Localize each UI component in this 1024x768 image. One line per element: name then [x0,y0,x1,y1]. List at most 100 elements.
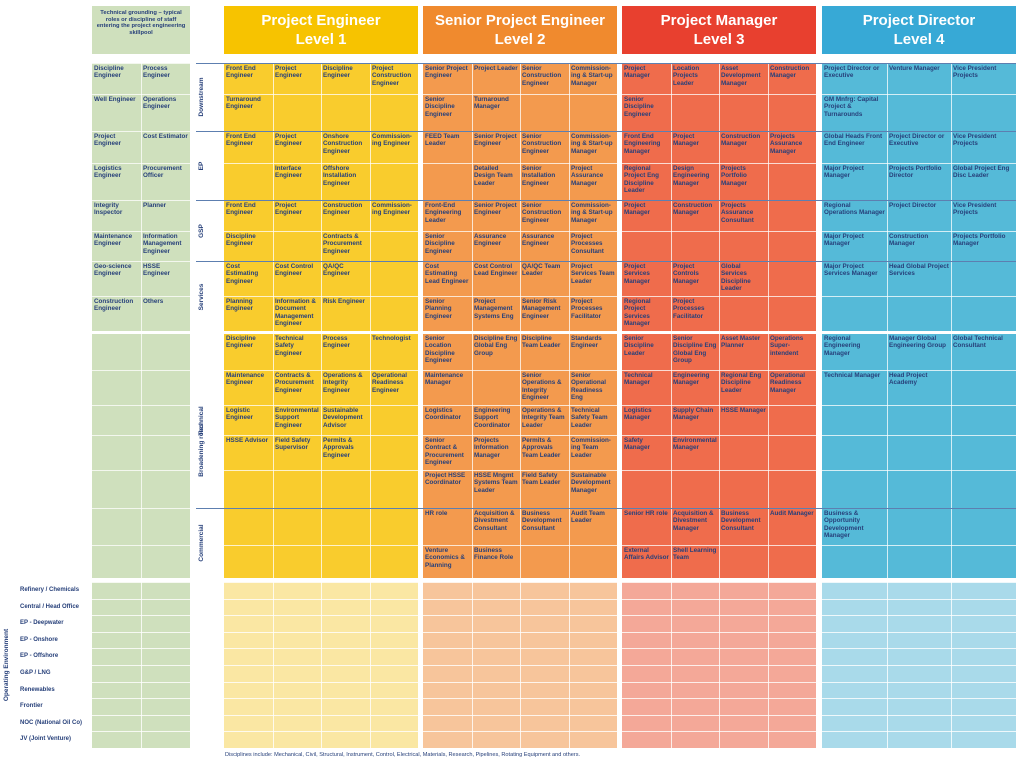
env-grid-col-line [273,582,274,748]
role-cell: Technologist [372,335,411,342]
environment-label: EP - Deepwater [20,620,64,626]
grounding-role: Geo-science Engineer [94,263,132,278]
grounding-role: HSSE Engineer [143,263,170,278]
env-grid-row-line [92,748,190,749]
role-cell: HSSE Manager [721,407,766,414]
role-cell: Manager Global Engineering Group [889,335,947,350]
role-cell: Regional Project Services Manager [624,298,651,327]
group-label-downstream: Downstream [198,77,205,117]
role-cell: Information & Document Management Engine… [275,298,316,327]
env-grid-col-line [951,582,952,748]
environment-label: Frontier [20,703,43,709]
role-cell: QA/QC Engineer [323,263,350,278]
role-cell: Global Heads Front End Engineer [824,133,883,148]
grid-row-line [822,470,1016,471]
role-cell: Senior Planning Engineer [425,298,452,320]
role-cell: Logistic Engineer [226,407,253,422]
role-cell: Discipline Engineer [226,233,256,248]
grid-row-line [92,578,190,579]
role-cell: Standards Engineer [571,335,602,350]
role-cell: Project Leader [474,65,518,72]
level-header-3: Project Manager Level 3 [622,6,816,54]
group-label-services: Services [198,283,205,311]
role-cell: Audit Team Leader [571,510,605,525]
group-divider [196,200,1016,201]
role-cell: Commission-ing Engineer [372,202,412,217]
role-cell: Permits & Approvals Team Leader [522,437,561,459]
role-cell: Project Engineer [275,202,302,217]
grid-row-line [622,578,816,579]
level-title: Senior Project Engineer [434,12,606,29]
group-divider [196,261,1016,262]
role-cell: Contracts & Procurement Engineer [275,372,314,394]
grid-row-line [822,435,1016,436]
env-grid-col-line [671,582,672,748]
role-cell: Assurance Engineer [474,233,507,248]
role-cell: Senior Contract & Procurement Engineer [425,437,464,466]
role-cell: Global Services Discipline Leader [721,263,751,292]
grounding-role: Discipline Engineer [94,65,124,80]
role-cell: Project Manager [624,202,650,217]
grounding-role: Logistics Engineer [94,165,122,180]
env-grid-row-line [822,582,1016,583]
role-cell: HSSE Mngmt Systems Team Leader [474,472,518,494]
role-cell: Projects Portfolio Manager [721,165,747,187]
grid-col-line [520,63,521,578]
level-number: Level 1 [295,31,347,48]
role-cell: Senior Discipline Leader [624,335,654,357]
group-divider [196,131,1016,132]
role-cell: Project HSSE Coordinator [425,472,466,487]
level-title: Project Manager [660,12,778,29]
role-cell: Construction Manager [889,233,929,248]
env-grid-row-line [822,599,1016,600]
role-cell: Operational Readiness Manager [770,372,805,394]
grid-row-line [423,578,617,579]
role-cell: Business Development Consultant [522,510,562,532]
role-cell: Commission-ing Team Leader [571,437,611,459]
grounding-role: Information Management Engineer [143,233,182,255]
role-cell: Project Construction Engineer [372,65,412,87]
group-label-commercial: Commercial [198,524,205,562]
intro-box [92,6,190,54]
env-grid-row-line [224,748,418,749]
role-cell: Senior Construction Engineer [522,133,562,155]
broadening-divider [92,331,1016,334]
role-cell: Maintenance Manager [425,372,464,387]
role-cell: Project Engineer [275,65,302,80]
role-cell: Location Projects Leader [673,65,700,87]
role-cell: Venture Economics & Planning [425,547,465,569]
level-header-1: Project Engineer Level 1 [224,6,418,54]
env-grid-col-line [569,582,570,748]
role-cell: Commission-ing & Start-up Manager [571,202,613,224]
role-cell: Environmental Manager [673,437,717,452]
role-cell: Projects Portfolio Manager [953,233,1006,248]
grid-row-line [822,231,1016,232]
env-grid-col-line [141,582,142,748]
role-cell: Senior Project Engineer [474,133,517,148]
role-cell: Global Project Eng Disc Leader [953,165,1010,180]
grid-row-line [224,578,418,579]
environment-label: Refinery / Chemicals [20,587,80,593]
role-cell: Front End Engineer [226,133,256,148]
env-grid-col-line [887,582,888,748]
env-grid-row-line [822,748,1016,749]
role-cell: Business & Opportunity Development Manag… [824,510,864,539]
role-cell: Logistics Manager [624,407,652,422]
level-number: Level 4 [893,31,945,48]
role-cell: Project Processes Consultant [571,233,604,255]
role-cell: Senior Discipline Engineer [425,96,455,118]
role-cell: Contracts & Procurement Engineer [323,233,362,255]
role-cell: Project Assurance Manager [571,165,604,187]
grid-col-line [887,63,888,578]
group-divider [196,63,1016,64]
level-number: Level 2 [494,31,546,48]
role-cell: Asset Master Planner [721,335,761,350]
env-grid-col-line [472,582,473,748]
role-cell: Front End Engineer [226,65,256,80]
role-cell: Cost Estimating Engineer [226,263,259,285]
role-cell: HSSE Advisor [226,437,269,444]
role-cell: Regional Engineering Manager [824,335,861,357]
role-cell: Shell Learning Team [673,547,717,562]
role-cell: Projects Assurance Manager [770,133,803,155]
